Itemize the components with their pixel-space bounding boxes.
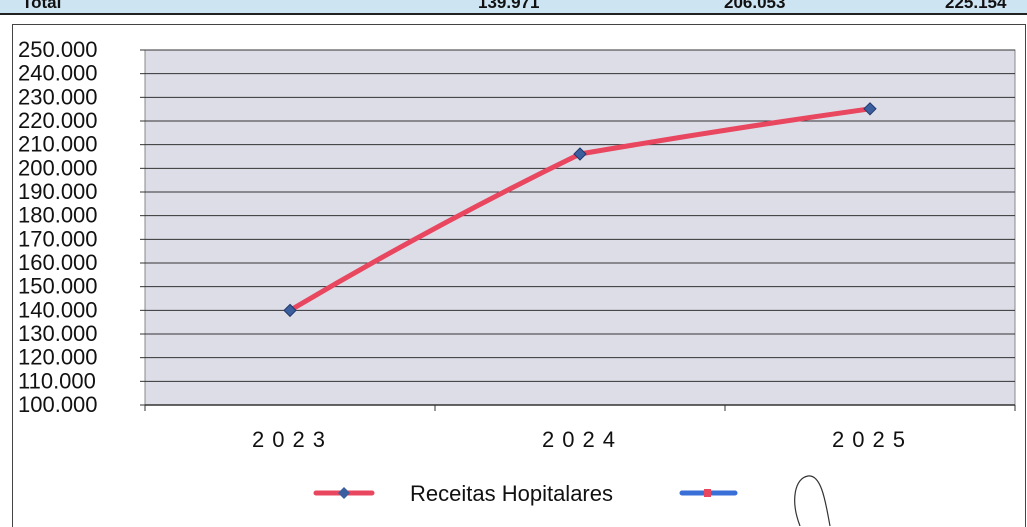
total-value-2024: 206.053 [724,0,786,12]
y-tick-label: 100.000 [18,392,98,417]
y-tick-label: 250.000 [18,37,98,62]
data-point [863,102,877,116]
x-tick-label: 2025 [832,427,913,452]
y-tick-label: 200.000 [18,155,98,180]
plot-area [144,49,1016,406]
y-tick-label: 120.000 [18,345,98,370]
y-tick-label: 210.000 [18,132,98,157]
y-tick-label: 180.000 [18,203,98,228]
total-value-2025: 225.154 [945,0,1007,12]
x-tick-label: 2023 [252,427,333,452]
signature-mark [794,475,831,526]
y-tick-label: 130.000 [18,321,98,346]
y-tick-label: 220.000 [18,108,98,133]
x-tick-label: 2024 [542,427,623,452]
total-label: Total [22,0,62,12]
y-tick-label: 140.000 [18,297,98,322]
total-value-2023: 139.971 [478,0,540,12]
legend-extra-marker [704,489,711,497]
table-total-row: Total 139.971 206.053 225.154 [0,0,1027,15]
legend-swatch-marker [338,487,350,499]
data-point [283,303,297,318]
y-tick-label: 240.000 [18,61,98,86]
y-tick-label: 170.000 [18,226,98,251]
y-tick-label: 160.000 [18,250,98,275]
y-tick-label: 190.000 [18,179,98,204]
y-tick-label: 150.000 [18,274,98,299]
data-point [573,147,587,161]
y-tick-label: 230.000 [18,84,98,109]
chart-frame [12,24,1026,527]
legend-label: Receitas Hopitalares [410,481,613,506]
y-tick-label: 110.000 [18,368,96,393]
